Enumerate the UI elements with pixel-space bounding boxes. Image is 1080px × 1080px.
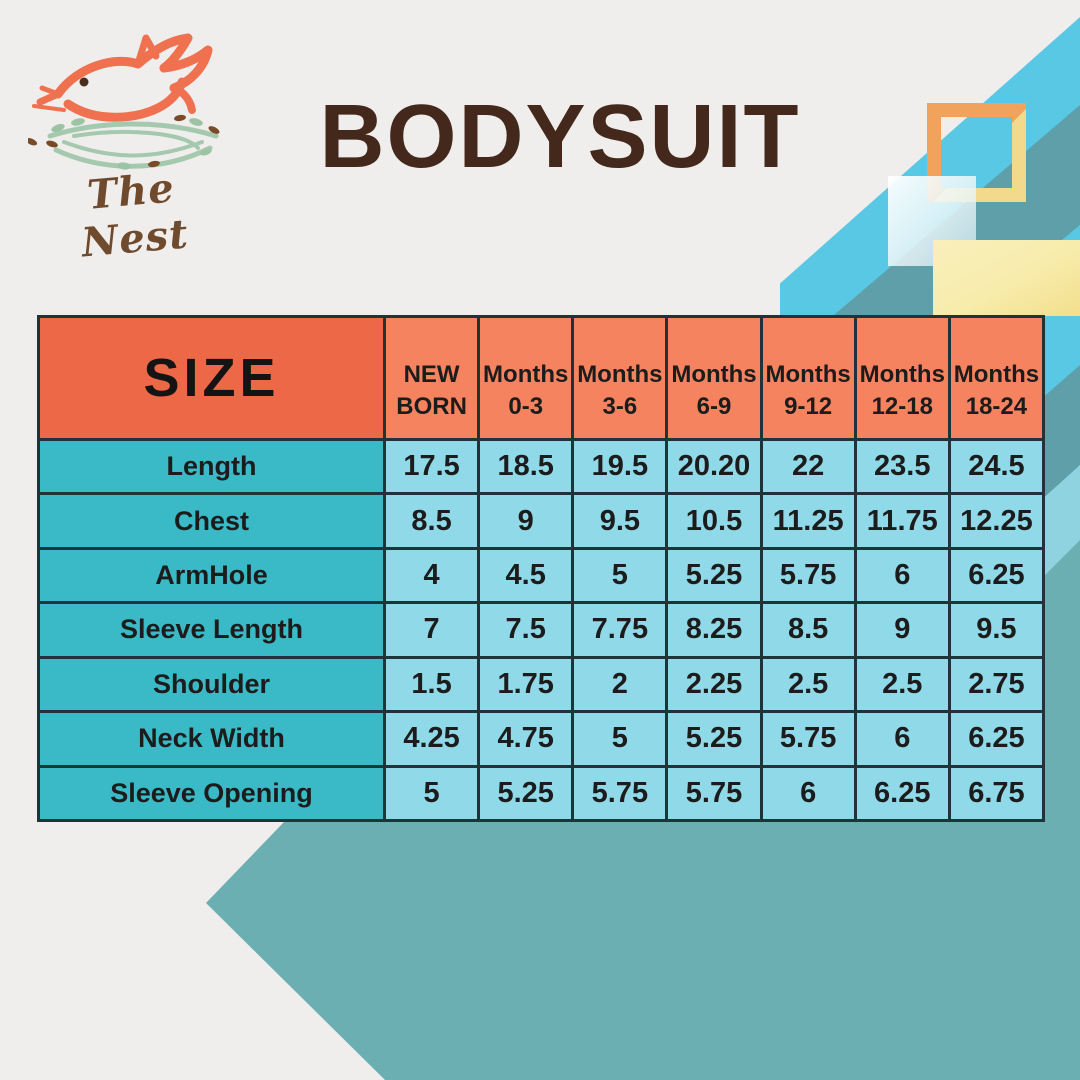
value-cell: 5.25 [668,549,760,602]
row-label-cell: Chest [40,495,383,547]
value-cell: 4.25 [386,713,478,765]
value-cell: 12.25 [950,495,1042,547]
value-cell: 6 [856,549,948,602]
brand-name: The Nest [79,164,191,267]
column-header-line: BORN [396,393,467,420]
column-header-cell: Months 12-18 [856,318,948,438]
column-header-cell: NEW BORN [386,318,478,438]
column-header-line: NEW [403,360,460,388]
value-cell: 19.5 [574,441,666,493]
value-cell: 6 [762,767,854,819]
value-cell: 2.25 [668,658,760,711]
value-cell: 7 [386,604,478,656]
column-header-cell: Months 3-6 [574,318,666,438]
value-cell: 11.75 [856,495,948,547]
value-cell: 7.5 [480,604,572,656]
column-header-line: 18-24 [965,393,1028,420]
value-cell: 6.25 [950,713,1042,765]
value-cell: 1.5 [386,658,478,711]
column-header-line: 12-18 [871,393,933,420]
yellow-square-decoration [933,240,1080,316]
bird-and-nest-icon [28,33,220,170]
column-header-cell: Months 18-24 [950,318,1042,438]
value-cell: 6.25 [950,549,1042,602]
page-title: BODYSUIT [319,87,801,187]
value-cell: 8.5 [762,604,854,656]
column-header-line: 9-12 [784,393,833,420]
row-label-cell: ArmHole [40,549,383,602]
value-cell: 20.20 [668,441,760,493]
column-header-line: 6-9 [696,393,732,420]
value-cell: 22 [762,441,854,493]
row-label-cell: Neck Width [40,713,383,765]
teal-bottom-shape-decoration [206,540,1080,1080]
column-header-line: Months [765,360,851,388]
value-cell: 18.5 [480,441,572,493]
column-header-line: 0-3 [508,393,544,420]
value-cell: 4.75 [480,713,572,765]
value-cell: 11.25 [762,495,854,547]
orange-frame-decoration [927,103,1026,202]
column-header-line: Months [859,360,945,388]
the-nest-logo: The Nest [28,10,238,266]
value-cell: 5.25 [668,713,760,765]
value-cell: 6.25 [856,767,948,819]
value-cell: 5.75 [574,767,666,819]
column-header-cell: Months 6-9 [668,318,760,438]
size-header-cell: SIZE [40,318,383,438]
row-label-cell: Sleeve Opening [40,767,383,819]
value-cell: 17.5 [386,441,478,493]
value-cell: 4 [386,549,478,602]
value-cell: 1.75 [480,658,572,711]
row-label-cell: Sleeve Length [40,604,383,656]
value-cell: 5.25 [480,767,572,819]
column-header-cell: Months 9-12 [762,318,854,438]
row-label-cell: Length [40,441,383,493]
size-table: SIZE NEW BORN Months 0-3 Months 3-6 Mont… [37,315,1045,822]
value-cell: 23.5 [856,441,948,493]
value-cell: 5.75 [762,549,854,602]
value-cell: 6.75 [950,767,1042,819]
column-header-line: Months [671,360,757,388]
value-cell: 2.5 [856,658,948,711]
value-cell: 9 [856,604,948,656]
value-cell: 5 [574,713,666,765]
value-cell: 5.75 [762,713,854,765]
value-cell: 9.5 [950,604,1042,656]
value-cell: 7.75 [574,604,666,656]
value-cell: 24.5 [950,441,1042,493]
column-header-line: Months [577,360,663,388]
value-cell: 8.25 [668,604,760,656]
column-header-cell: Months 0-3 [480,318,572,438]
value-cell: 9 [480,495,572,547]
column-header-line: Months [953,360,1040,388]
column-header-line: 3-6 [602,393,638,420]
value-cell: 9.5 [574,495,666,547]
value-cell: 5.75 [668,767,760,819]
value-cell: 2 [574,658,666,711]
value-cell: 6 [856,713,948,765]
column-header-line: Months [483,360,569,388]
value-cell: 2.5 [762,658,854,711]
row-label-cell: Shoulder [40,658,383,711]
value-cell: 5 [386,767,478,819]
value-cell: 4.5 [480,549,572,602]
value-cell: 10.5 [668,495,760,547]
value-cell: 2.75 [950,658,1042,711]
value-cell: 8.5 [386,495,478,547]
value-cell: 5 [574,549,666,602]
